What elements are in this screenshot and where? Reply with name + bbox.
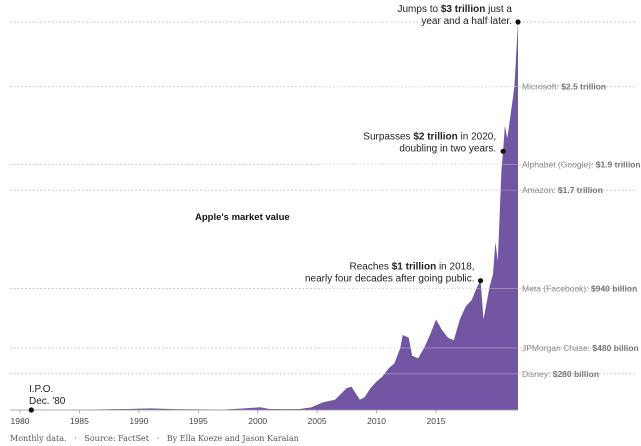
reference-company: Amazon: xyxy=(522,185,558,195)
annotation-text: I.P.O. xyxy=(29,384,53,395)
market-value-area xyxy=(31,22,519,410)
reference-company: Alphabet (Google): xyxy=(522,159,596,169)
annotation-segment: in 2018, xyxy=(436,262,474,273)
reference-value: $1.9 trillion xyxy=(596,159,641,169)
reference-label: Amazon: $1.7 trillion xyxy=(522,185,603,195)
reference-label: JPMorgan Chase: $480 billion xyxy=(522,343,639,353)
reference-value: $480 billion xyxy=(592,343,638,353)
annotation-segment: in 2020, xyxy=(458,131,496,142)
footer-credits: Monthly data. · Source: FactSet · By Ell… xyxy=(10,434,299,443)
reference-label: Microsoft: $2.5 trillion xyxy=(522,82,606,92)
annotation-segment: year and a half later. xyxy=(421,16,512,27)
annotation-segment: Dec. '80 xyxy=(29,396,66,407)
x-tick-label: 2015 xyxy=(427,416,446,426)
annotation-text: Reaches $1 trillion in 2018, xyxy=(349,262,474,273)
annotation-segment: Jumps to xyxy=(398,4,441,15)
annotation-text: nearly four decades after going public. xyxy=(305,274,475,285)
annotation-segment: nearly four decades after going public. xyxy=(305,274,475,285)
x-tick-label: 1990 xyxy=(129,416,148,426)
reference-value: $1.7 trillion xyxy=(558,185,603,195)
annotation-segment: Surpasses xyxy=(363,131,413,142)
reference-label: Disney: $280 billion xyxy=(522,369,599,379)
reference-value: $940 billion xyxy=(591,283,637,293)
annotation-text: Surpasses $2 trillion in 2020, xyxy=(363,131,496,142)
reference-lines-inside xyxy=(320,21,518,375)
annotation-dot xyxy=(28,407,34,413)
annotation-segment: I.P.O. xyxy=(29,384,53,395)
annotation-segment: $3 trillion xyxy=(441,4,485,15)
reference-label: Alphabet (Google): $1.9 trillion xyxy=(522,159,641,169)
annotation-segment: $1 trillion xyxy=(392,262,436,273)
reference-company: Microsoft: xyxy=(522,82,561,92)
reference-value: $2.5 trillion xyxy=(561,82,606,92)
x-tick-label: 2000 xyxy=(248,416,267,426)
x-tick-label: 1985 xyxy=(70,416,89,426)
reference-labels: Microsoft: $2.5 trillion Alphabet (Google… xyxy=(522,82,641,379)
annotation-text: Dec. '80 xyxy=(29,396,66,407)
annotation-segment: Reaches xyxy=(349,262,391,273)
annotation-segment: doubling in two years. xyxy=(399,143,496,154)
annotation-segment: just a xyxy=(485,4,512,15)
reference-lines xyxy=(10,21,635,375)
annotation-text: year and a half later. xyxy=(421,16,512,27)
x-tick-label: 2005 xyxy=(308,416,327,426)
annotation-dot xyxy=(477,278,484,284)
annotation-dot xyxy=(500,148,506,154)
reference-value: $280 billion xyxy=(553,369,599,379)
reference-company: Disney: xyxy=(522,369,553,379)
x-tick-label: 2010 xyxy=(367,416,386,426)
chart-title: Apple's market value xyxy=(195,212,290,223)
annotation-text: doubling in two years. xyxy=(399,143,496,154)
annotation-segment: $2 trillion xyxy=(413,131,457,142)
x-tick-label: 1980 xyxy=(11,416,30,426)
annotation-dot xyxy=(515,19,521,25)
reference-label: Meta (Facebook): $940 billion xyxy=(522,283,637,293)
reference-company: JPMorgan Chase: xyxy=(522,343,592,353)
annotation-text: Jumps to $3 trillion just a xyxy=(398,4,513,15)
x-axis-ticks: 1980 1985 1990 1995 2000 2005 2010 2015 xyxy=(11,410,446,426)
reference-company: Meta (Facebook): xyxy=(522,283,591,293)
x-tick-label: 1995 xyxy=(189,416,208,426)
